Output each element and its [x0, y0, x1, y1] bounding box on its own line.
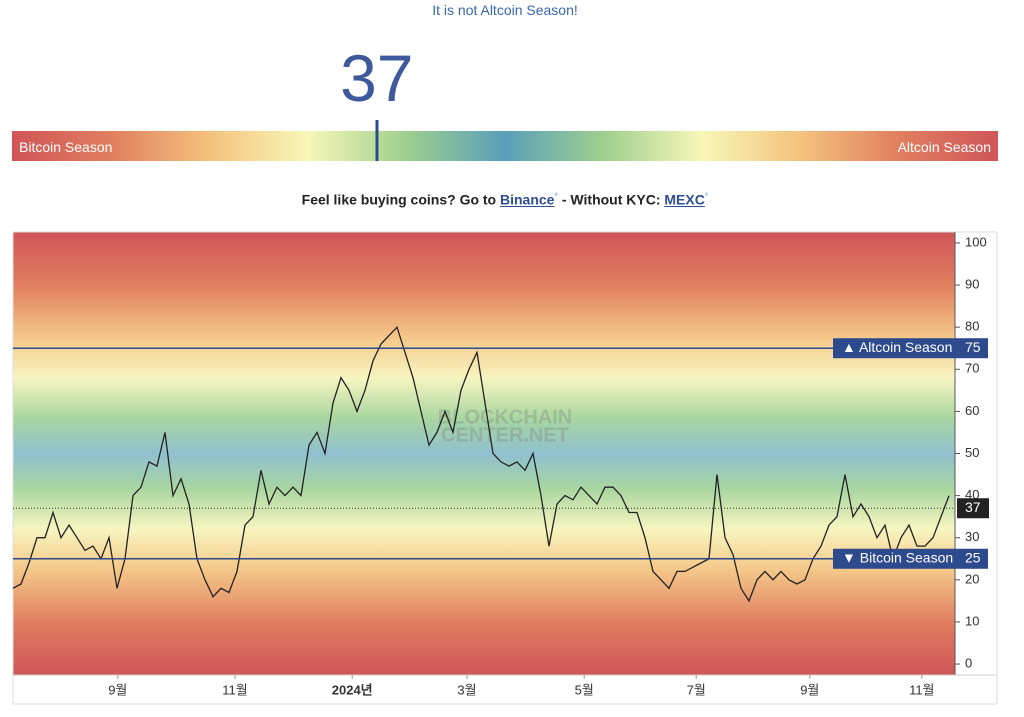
chart-frame — [12, 231, 998, 705]
promo-lead: Feel like buying coins? Go to — [301, 191, 497, 208]
x-tick-label: 7월 — [687, 682, 706, 697]
mexc-link[interactable]: MEXC — [664, 191, 705, 208]
current-box — [957, 498, 989, 519]
x-tick-label: 11월 — [909, 682, 934, 697]
y-tick-label: 0 — [965, 655, 972, 670]
threshold-value: 75 — [965, 339, 981, 355]
threshold-label: ▼ Bitcoin Season — [842, 549, 953, 565]
y-tick-label: 60 — [965, 403, 979, 418]
promo-mid: - Without KYC: — [561, 191, 661, 208]
star: * — [704, 191, 709, 201]
y-tick-label: 50 — [965, 445, 979, 460]
y-tick-label: 10 — [965, 613, 979, 628]
threshold-value: 25 — [965, 549, 981, 565]
x-tick-label: 3월 — [457, 682, 476, 697]
x-tick-label: 11월 — [222, 682, 247, 697]
y-tick-label: 90 — [965, 276, 979, 291]
promo: Feel like buying coins? Go to Binance* -… — [0, 191, 1010, 208]
season-bar: Bitcoin Season Altcoin Season — [12, 131, 998, 161]
binance-link[interactable]: Binance — [500, 191, 555, 208]
y-tick-label: 100 — [965, 234, 987, 249]
x-tick-label: 2024년 — [332, 682, 373, 697]
star: * — [554, 191, 558, 201]
y-tick-label: 30 — [965, 529, 979, 544]
index-value: 37 — [340, 41, 414, 115]
y-tick-label: 20 — [965, 571, 979, 586]
status-text: It is not Altcoin Season! — [432, 2, 578, 18]
threshold-label: ▲ Altcoin Season — [842, 339, 952, 355]
y-tick-label: 80 — [965, 319, 979, 334]
watermark: CENTER.NET — [441, 424, 569, 446]
x-tick-label: 5월 — [575, 682, 594, 697]
current-value: 37 — [965, 499, 981, 515]
plot-background — [13, 232, 955, 675]
index-marker — [375, 120, 379, 161]
x-tick-label: 9월 — [108, 682, 127, 697]
y-tick-label: 70 — [965, 361, 979, 376]
index-line — [12, 325, 950, 603]
watermark: BLOCKCHAIN — [438, 406, 572, 428]
left-label: Bitcoin Season — [19, 139, 113, 155]
right-label: Altcoin Season — [897, 139, 991, 155]
threshold-box — [833, 548, 988, 569]
x-tick-label: 9월 — [800, 682, 819, 697]
threshold-box — [833, 338, 988, 359]
